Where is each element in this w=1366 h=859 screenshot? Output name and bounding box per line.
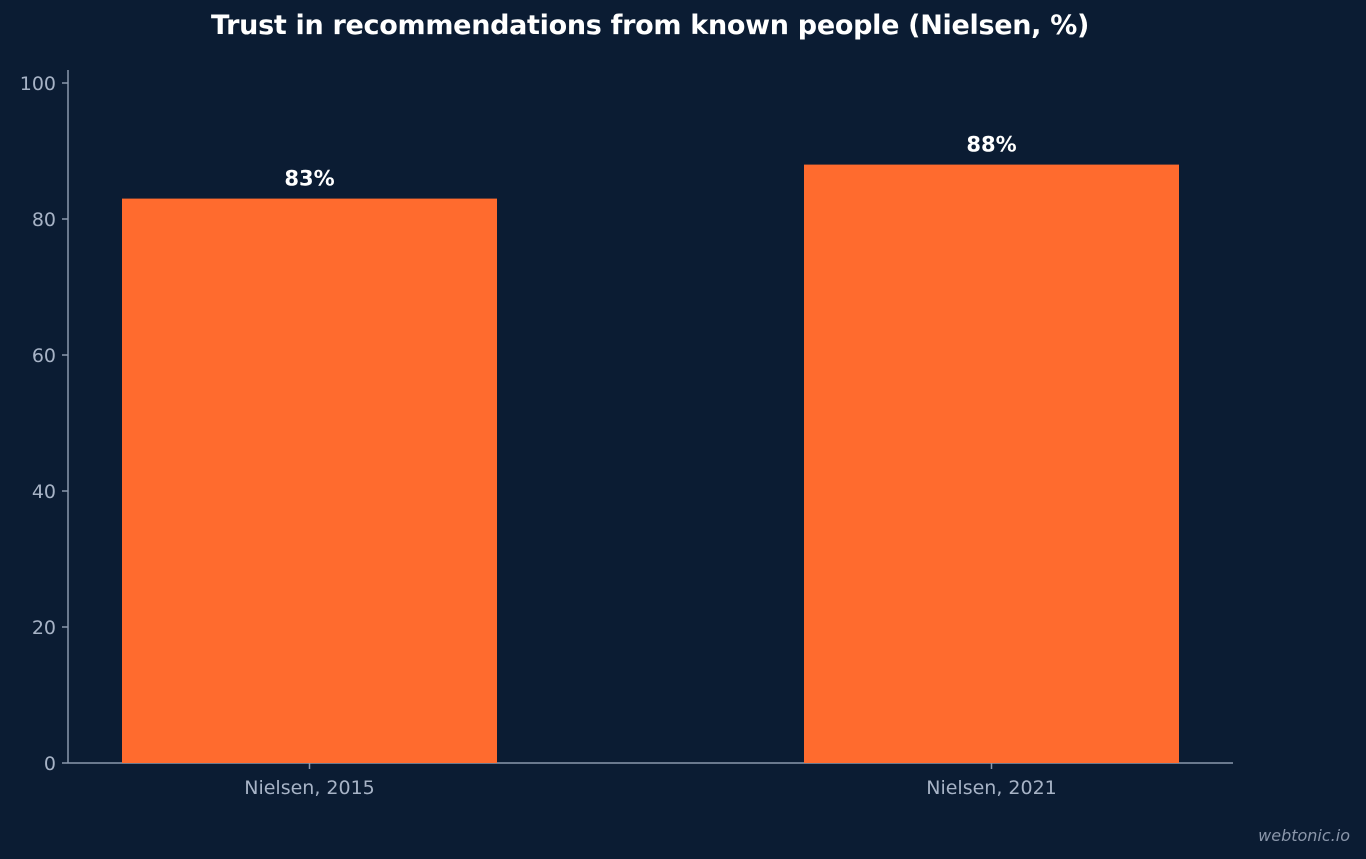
watermark: webtonic.io — [1258, 826, 1350, 845]
x-tick-label: Nielsen, 2015 — [244, 777, 375, 799]
y-tick-label: 20 — [32, 617, 56, 639]
y-tick-label: 60 — [32, 345, 56, 367]
bar — [804, 164, 1179, 764]
y-tick-label: 100 — [20, 73, 56, 95]
data-labels: 83% 88% — [284, 133, 1016, 191]
y-tick-label: 80 — [32, 209, 56, 231]
bar-value-label: 88% — [966, 133, 1016, 157]
bar — [122, 198, 497, 764]
y-axis: 0 20 40 60 80 100 — [20, 70, 69, 775]
y-tick-label: 40 — [32, 481, 56, 503]
chart-title: Trust in recommendations from known peop… — [210, 10, 1089, 41]
bar-value-label: 83% — [284, 167, 334, 191]
x-tick-label: Nielsen, 2021 — [926, 777, 1057, 799]
x-axis: Nielsen, 2015 Nielsen, 2021 — [68, 762, 1233, 799]
y-tick-label: 0 — [44, 753, 56, 775]
bars — [122, 164, 1179, 764]
